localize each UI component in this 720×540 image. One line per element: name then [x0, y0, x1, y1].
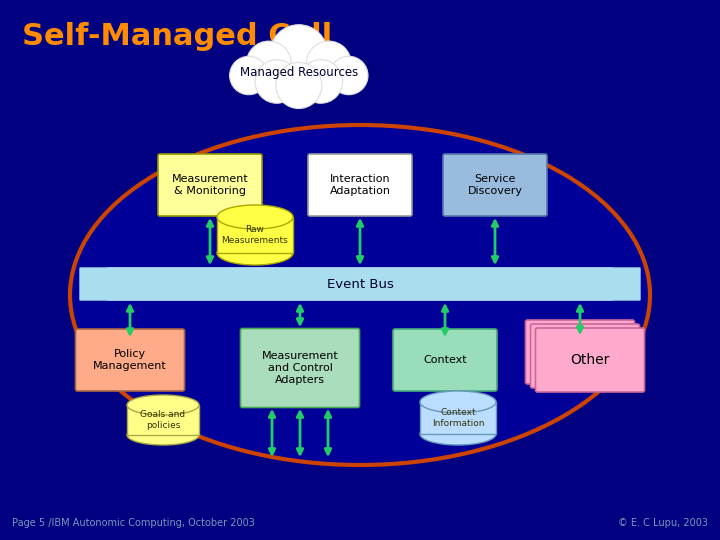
Circle shape — [299, 60, 343, 103]
Ellipse shape — [127, 425, 199, 445]
Circle shape — [330, 56, 368, 94]
Text: Measurement
and Control
Adapters: Measurement and Control Adapters — [261, 352, 338, 384]
Ellipse shape — [420, 391, 496, 413]
FancyArrow shape — [80, 268, 640, 300]
FancyBboxPatch shape — [531, 324, 639, 388]
FancyBboxPatch shape — [76, 329, 184, 391]
Text: Raw
Measurements: Raw Measurements — [222, 225, 289, 245]
Circle shape — [255, 60, 299, 103]
FancyBboxPatch shape — [443, 154, 547, 216]
Ellipse shape — [217, 241, 293, 265]
Ellipse shape — [70, 125, 650, 465]
Text: Page 5 /IBM Autonomic Computing, October 2003: Page 5 /IBM Autonomic Computing, October… — [12, 518, 255, 528]
FancyBboxPatch shape — [526, 320, 634, 384]
Text: Measurement
& Monitoring: Measurement & Monitoring — [171, 174, 248, 196]
Ellipse shape — [217, 205, 293, 229]
Ellipse shape — [127, 395, 199, 415]
Ellipse shape — [420, 423, 496, 445]
Circle shape — [230, 56, 268, 94]
Circle shape — [246, 41, 291, 86]
Text: Other: Other — [570, 353, 610, 367]
FancyArrow shape — [80, 268, 640, 300]
Text: Goals and
policies: Goals and policies — [140, 410, 186, 430]
FancyBboxPatch shape — [393, 329, 497, 391]
Text: Interaction
Adaptation: Interaction Adaptation — [330, 174, 390, 196]
Circle shape — [276, 63, 322, 109]
FancyBboxPatch shape — [308, 154, 412, 216]
Bar — [127, 405, 199, 435]
Text: © E. C Lupu, 2003: © E. C Lupu, 2003 — [618, 518, 708, 528]
Bar — [420, 402, 496, 434]
FancyBboxPatch shape — [536, 328, 644, 392]
FancyBboxPatch shape — [158, 154, 262, 216]
Text: Context: Context — [423, 355, 467, 365]
Text: Service
Discovery: Service Discovery — [467, 174, 523, 196]
Text: Self-Managed Cell: Self-Managed Cell — [22, 22, 332, 51]
Text: Event Bus: Event Bus — [327, 278, 393, 291]
Text: Managed Resources: Managed Resources — [240, 66, 358, 79]
Text: Context
Information: Context Information — [432, 408, 485, 428]
Bar — [217, 217, 293, 253]
Circle shape — [307, 41, 351, 86]
Text: Policy
Management: Policy Management — [93, 349, 167, 371]
Circle shape — [270, 25, 328, 82]
FancyBboxPatch shape — [240, 328, 359, 408]
